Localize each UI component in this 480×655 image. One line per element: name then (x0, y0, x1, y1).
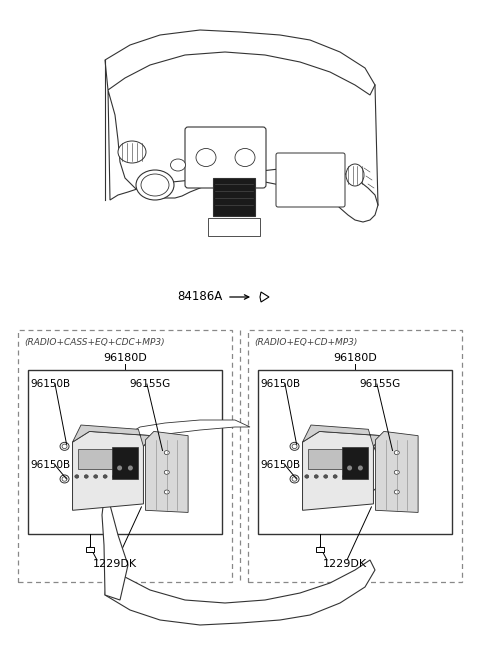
Polygon shape (302, 425, 382, 446)
Ellipse shape (60, 475, 69, 483)
FancyBboxPatch shape (185, 127, 266, 188)
Ellipse shape (292, 444, 297, 449)
Ellipse shape (136, 170, 174, 200)
Text: 96150B: 96150B (260, 379, 300, 389)
Text: 96150B: 96150B (30, 460, 70, 470)
Bar (316, 547, 324, 552)
Text: 96150B: 96150B (30, 379, 70, 389)
Ellipse shape (113, 475, 117, 478)
Bar (28, 370, 222, 534)
Ellipse shape (60, 442, 69, 451)
Circle shape (129, 466, 132, 470)
Polygon shape (145, 432, 188, 512)
Ellipse shape (394, 470, 399, 474)
Bar (18, 330, 232, 582)
Ellipse shape (62, 477, 67, 481)
Bar (342, 447, 369, 479)
Ellipse shape (164, 490, 169, 494)
Ellipse shape (235, 149, 255, 166)
Ellipse shape (343, 475, 347, 478)
Bar (308, 449, 347, 469)
Bar (258, 370, 452, 534)
Ellipse shape (141, 174, 169, 196)
Polygon shape (260, 292, 269, 302)
Polygon shape (375, 432, 418, 512)
Ellipse shape (290, 475, 299, 483)
Ellipse shape (292, 477, 297, 481)
Polygon shape (102, 490, 128, 600)
Ellipse shape (290, 442, 299, 451)
Bar (213, 178, 255, 216)
Ellipse shape (196, 149, 216, 166)
Ellipse shape (118, 141, 146, 163)
Text: 96155G: 96155G (129, 379, 170, 389)
Ellipse shape (75, 475, 79, 478)
Text: 96150B: 96150B (260, 460, 300, 470)
Ellipse shape (394, 451, 399, 455)
Bar (86, 547, 94, 552)
Text: 96155G: 96155G (359, 379, 400, 389)
Bar (78, 449, 117, 469)
Bar (208, 218, 260, 236)
Circle shape (118, 466, 121, 470)
Polygon shape (358, 440, 380, 497)
Bar (111, 447, 138, 479)
Ellipse shape (84, 475, 88, 478)
Text: 1229DK: 1229DK (93, 559, 137, 569)
Ellipse shape (122, 475, 126, 478)
Circle shape (348, 466, 351, 470)
Text: (RADIO+EQ+CD+MP3): (RADIO+EQ+CD+MP3) (254, 337, 358, 346)
Text: (RADIO+CASS+EQ+CDC+MP3): (RADIO+CASS+EQ+CDC+MP3) (24, 337, 165, 346)
Ellipse shape (103, 475, 107, 478)
Polygon shape (130, 420, 250, 437)
Ellipse shape (305, 475, 309, 478)
Text: 84186A: 84186A (178, 291, 223, 303)
Ellipse shape (394, 490, 399, 494)
Ellipse shape (170, 159, 185, 171)
Polygon shape (105, 560, 375, 625)
Ellipse shape (164, 470, 169, 474)
FancyBboxPatch shape (276, 153, 345, 207)
Text: 96180D: 96180D (333, 353, 377, 363)
Ellipse shape (352, 475, 356, 478)
Ellipse shape (94, 475, 98, 478)
Circle shape (359, 466, 362, 470)
Polygon shape (72, 425, 152, 446)
Bar (248, 330, 462, 582)
Ellipse shape (346, 164, 364, 186)
Ellipse shape (62, 444, 67, 449)
Ellipse shape (333, 475, 337, 478)
Polygon shape (105, 30, 375, 95)
Ellipse shape (314, 475, 318, 478)
Text: 96180D: 96180D (103, 353, 147, 363)
Ellipse shape (324, 475, 328, 478)
Polygon shape (108, 90, 378, 222)
Polygon shape (302, 432, 382, 510)
Text: 1229DK: 1229DK (323, 559, 367, 569)
Polygon shape (72, 432, 152, 510)
Ellipse shape (164, 451, 169, 455)
